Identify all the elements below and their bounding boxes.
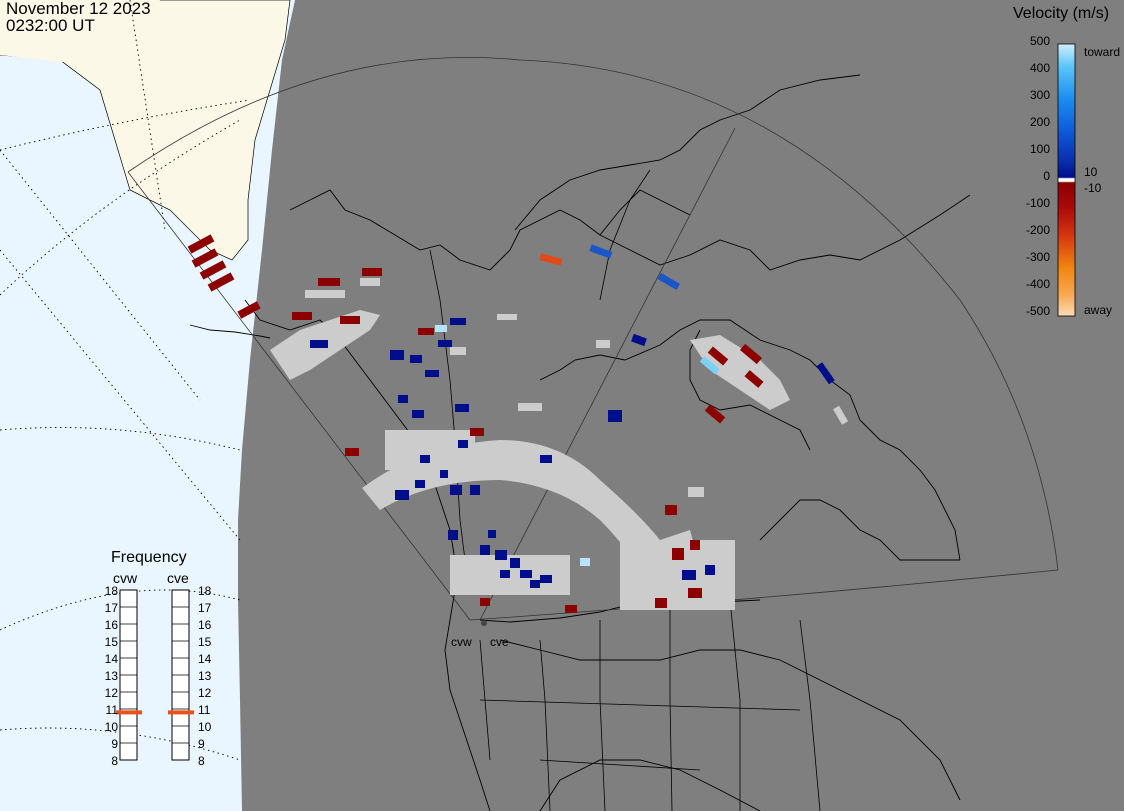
date-label: November 12 2023 — [6, 0, 151, 18]
fov-outline — [127, 56, 1059, 621]
colorbar-tick-label: 400 — [1029, 61, 1050, 75]
cvw-mhz-label: 14 — [104, 652, 118, 666]
cve-mhz-label: 13 — [198, 669, 212, 683]
colorbar-tick-label: 0 — [1043, 169, 1050, 183]
away-label: away — [1084, 303, 1113, 317]
cvw-mhz-label: 17 — [104, 601, 118, 615]
arctic-ice — [0, 0, 160, 62]
colorbar-tick-label: -500 — [1025, 304, 1050, 318]
cve-mhz-label: 14 — [198, 652, 212, 666]
legend-title: Velocity (m/s) — [1013, 5, 1110, 22]
tick-pos10: 10 — [1084, 165, 1098, 179]
cve-mhz-label: 8 — [198, 754, 205, 768]
cvw-frequency-indicator — [116, 710, 142, 715]
site-cve-label: cve — [490, 635, 509, 649]
cve-mhz-label: 12 — [198, 686, 212, 700]
alaska-daylight — [0, 0, 291, 261]
coastlines — [189, 74, 971, 811]
frequency-panels — [119, 589, 190, 761]
cve-header: cve — [167, 570, 189, 586]
radar-site-marker — [481, 620, 487, 626]
cvw-mhz-label: 16 — [104, 618, 118, 632]
cvw-mhz-label: 11 — [105, 703, 118, 717]
cvw-mhz-label: 13 — [104, 669, 118, 683]
colorbar-tick-label: 200 — [1029, 115, 1050, 129]
cve-mhz-label: 18 — [198, 584, 212, 598]
velocity-colorbar[interactable] — [1057, 43, 1076, 317]
state-borders — [429, 169, 821, 811]
cvw-mhz-label: 15 — [104, 635, 118, 649]
site-cvw-label: cvw — [451, 635, 472, 649]
velocity-cells — [187, 234, 849, 613]
cve-mhz-label: 11 — [198, 703, 211, 717]
cve-mhz-label: 17 — [198, 601, 212, 615]
colorbar-tick-label: -200 — [1025, 223, 1050, 237]
colorbar-tick-label: 100 — [1029, 142, 1050, 156]
cvw-mhz-label: 10 — [104, 720, 118, 734]
cvw-mhz-label: 8 — [111, 754, 118, 768]
colorbar-tick-label: -400 — [1025, 277, 1050, 291]
frequency-title: Frequency — [111, 549, 187, 566]
colorbar-tick-label: 300 — [1029, 88, 1050, 102]
cve-frequency-indicator — [168, 710, 194, 715]
cve-mhz-label: 16 — [198, 618, 212, 632]
cvw-mhz-label: 18 — [104, 584, 118, 598]
cvw-mhz-label: 12 — [104, 686, 118, 700]
colorbar-tick-label: 500 — [1029, 34, 1050, 48]
tick-neg10: -10 — [1084, 181, 1102, 195]
cve-mhz-label: 15 — [198, 635, 212, 649]
cve-mhz-label: 10 — [198, 720, 212, 734]
toward-label: toward — [1084, 45, 1121, 59]
colorbar-tick-label: -300 — [1025, 250, 1050, 264]
cve-mhz-label: 9 — [198, 737, 205, 751]
cvw-mhz-label: 9 — [111, 737, 118, 751]
night-region — [238, 0, 1124, 811]
colorbar-tick-label: -100 — [1025, 196, 1050, 210]
cvw-header: cvw — [113, 570, 138, 586]
time-label: 0232:00 UT — [6, 16, 95, 35]
